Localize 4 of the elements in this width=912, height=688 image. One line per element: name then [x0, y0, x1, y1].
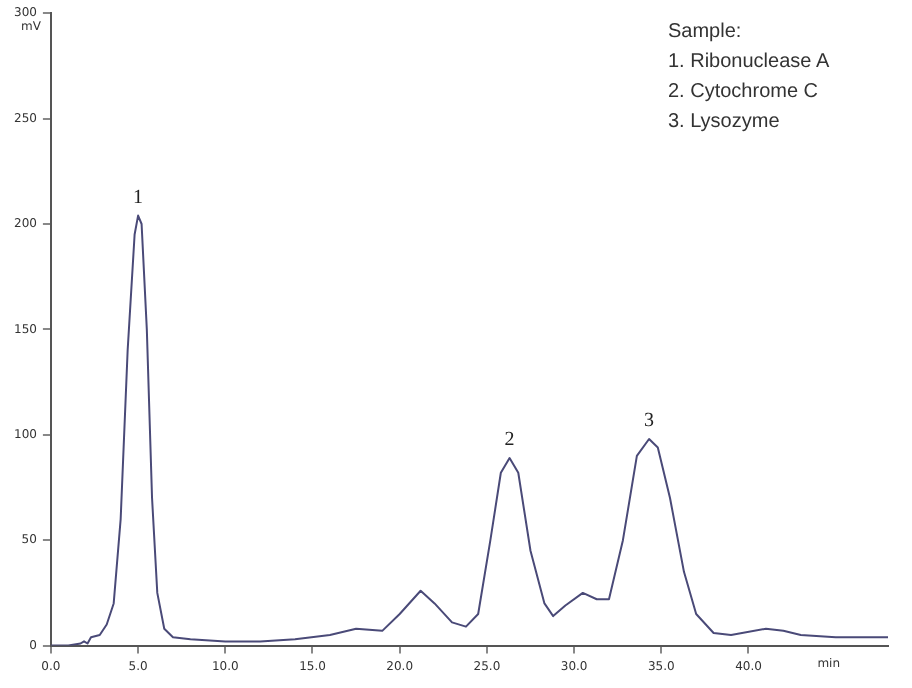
annotation: Sample: 1. Ribonuclease A 2. Cytochrome C 3. Lysozyme — [668, 20, 830, 133]
annotation: 1 — [133, 186, 144, 209]
annotation: 2 — [504, 429, 515, 452]
annotation: 3 — [644, 410, 655, 433]
